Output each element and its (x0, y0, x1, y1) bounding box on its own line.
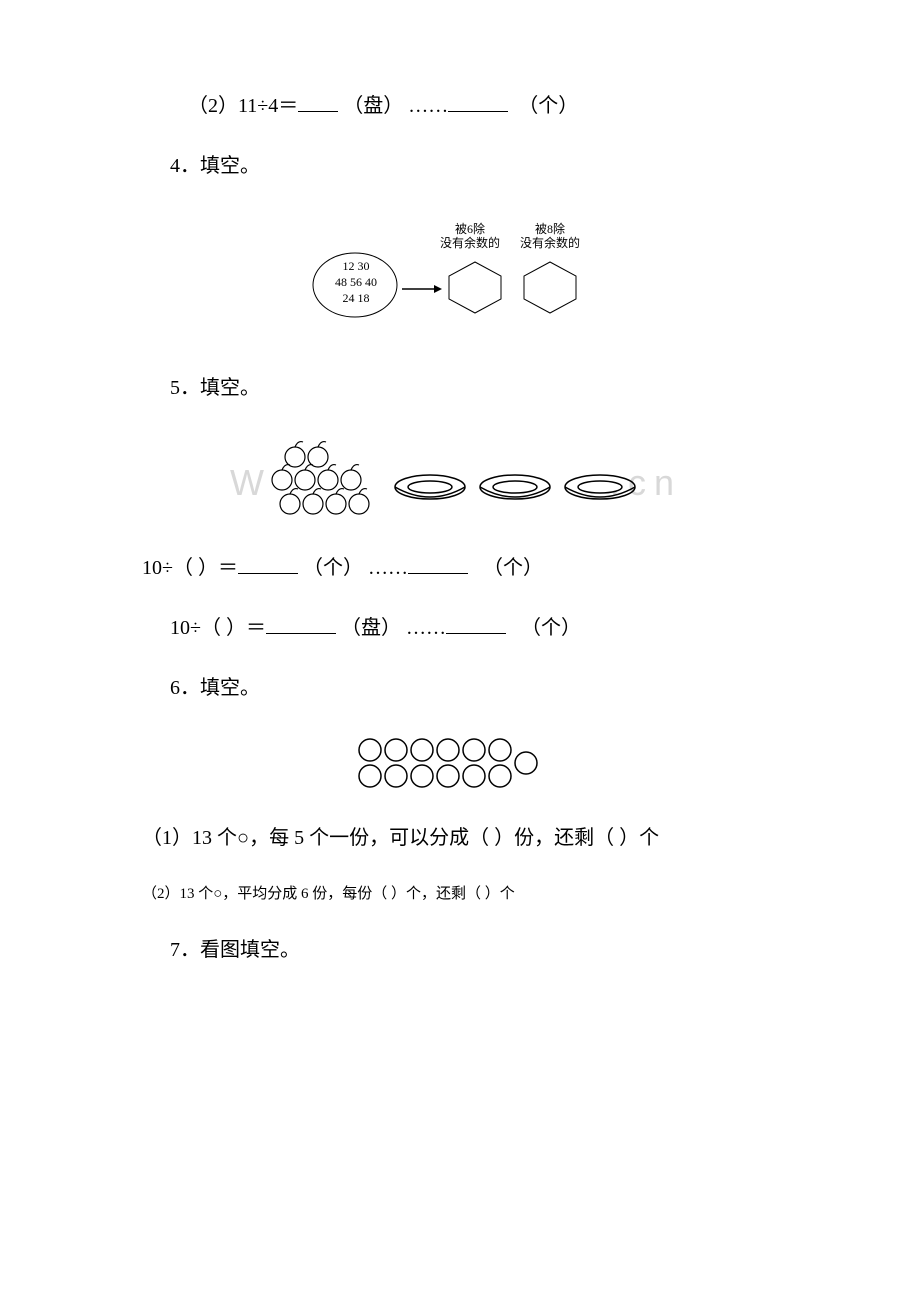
question-7-label: 7．看图填空。 (140, 934, 780, 966)
nums-row1: 12 30 (320, 258, 392, 274)
q2-prefix: （2）11÷4＝ (188, 95, 298, 117)
question-6-label: 6．填空。 (140, 672, 780, 704)
circles-13-svg (350, 732, 570, 792)
q7-label-text: 7．看图填空。 (170, 939, 300, 961)
q6-sub2-text: （2）13 个○，平均分成 6 份，每份（ ）个，还剩（ ）个 (142, 886, 515, 902)
hex1-label: 被6除 没有余数的 (430, 222, 510, 250)
q5-eq1-prefix: 10÷（ ）＝ (142, 557, 238, 579)
hexagon-1 (445, 260, 505, 320)
hex1-label-l2: 没有余数的 (430, 236, 510, 250)
q6-sub2: （2）13 个○，平均分成 6 份，每份（ ）个，还剩（ ）个 (140, 882, 780, 906)
question-5-label: 5．填空。 (140, 372, 780, 404)
hex2-label: 被8除 没有余数的 (510, 222, 590, 250)
blank (266, 616, 336, 634)
q2-unit2: （个） (518, 95, 578, 117)
blank (408, 556, 468, 574)
apples-plates-svg (240, 432, 660, 532)
q5-eq1: 10÷（ ）＝ （个） …… （个） (140, 552, 780, 584)
hex1-label-l1: 被6除 (430, 222, 510, 236)
blank (448, 94, 508, 112)
q5-label-text: 5．填空。 (170, 377, 260, 399)
q2-unit1: （盘） (343, 95, 403, 117)
q4-label-text: 4．填空。 (170, 155, 260, 177)
circle-numbers: 12 30 48 56 40 24 18 (320, 258, 392, 306)
question-4-label: 4．填空。 (140, 150, 780, 182)
nums-row2: 48 56 40 (320, 274, 392, 290)
blank (238, 556, 298, 574)
q5-eq2-ellipsis: …… (406, 617, 446, 639)
q6-sub1: （1）13 个○，每 5 个一份，可以分成（ ）份，还剩（ ）个 (140, 822, 780, 854)
hex2-label-l1: 被8除 (510, 222, 590, 236)
q5-eq1-ellipsis: …… (368, 557, 408, 579)
q5-eq2-unit1: （盘） (341, 617, 401, 639)
arrow-icon (402, 282, 442, 284)
q5-eq2-unit2: （个） (521, 617, 581, 639)
q6-sub1-text: （1）13 个○，每 5 个一份，可以分成（ ）份，还剩（ ）个 (142, 827, 659, 849)
diagram-apples-plates: W .cn (240, 432, 660, 532)
hexagon-2 (520, 260, 580, 320)
question-2-line: （2）11÷4＝ （盘） …… （个） (140, 90, 780, 122)
diagram-circles-13 (350, 732, 570, 792)
hexagon-icon (520, 260, 580, 315)
hex2-label-l2: 没有余数的 (510, 236, 590, 250)
q2-ellipsis: …… (408, 95, 448, 117)
q5-eq1-unit2: （个） (483, 557, 543, 579)
nums-row3: 24 18 (320, 290, 392, 306)
q5-eq1-unit1: （个） (303, 557, 363, 579)
q5-eq2-prefix: 10÷（ ）＝ (170, 617, 266, 639)
hexagon-icon (445, 260, 505, 315)
blank (298, 94, 338, 112)
q6-label-text: 6．填空。 (170, 677, 260, 699)
q5-eq2: 10÷（ ）＝ （盘） …… （个） (140, 612, 780, 644)
blank (446, 616, 506, 634)
diagram-classification: 12 30 48 56 40 24 18 被6除 没有余数的 被8除 没有余数的 (310, 222, 610, 342)
